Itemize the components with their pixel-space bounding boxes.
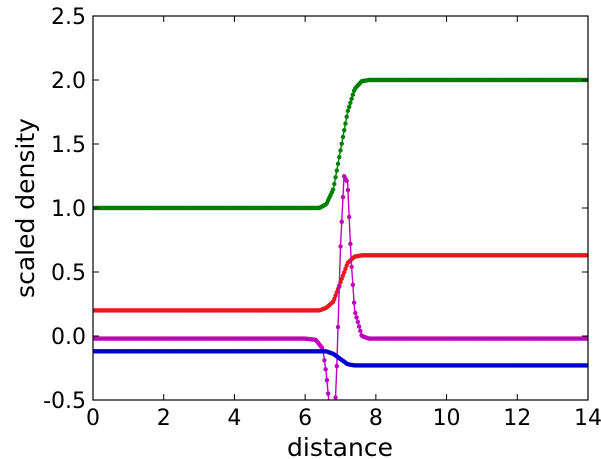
series-point — [338, 244, 343, 249]
series-point — [349, 96, 354, 101]
series-point — [332, 427, 336, 431]
x-tick-label: 10 — [433, 406, 461, 431]
series-point — [330, 187, 336, 192]
series-point — [350, 92, 356, 97]
plot-frame — [92, 15, 589, 401]
x-tick-label: 12 — [503, 406, 531, 431]
y-axis-label: scaled density — [11, 118, 40, 298]
series-point — [345, 187, 351, 193]
y-tick-label: 0.0 — [51, 325, 86, 350]
y-tick-label: 2.0 — [51, 69, 86, 94]
series-point — [353, 310, 358, 316]
series-point — [340, 134, 346, 140]
series-point — [328, 418, 332, 422]
series-2 — [93, 173, 588, 431]
series-point — [348, 100, 353, 105]
series-point — [339, 141, 344, 146]
series-point — [348, 241, 353, 247]
y-tick-label: -0.5 — [43, 389, 86, 414]
series-point — [338, 148, 343, 153]
series-point — [350, 282, 356, 287]
series-point — [344, 114, 349, 120]
ticks-layer: 0 2 4 6 8 10 12 14 -0.5 0.0 0.5 1.0 1.5 2.0 2.5 — [43, 5, 601, 431]
series-point — [343, 266, 348, 271]
series-point — [349, 264, 354, 270]
x-tick-label: 6 — [298, 406, 312, 431]
x-tick-label: 0 — [86, 406, 100, 431]
series-point — [340, 273, 346, 278]
series-point — [334, 290, 339, 295]
series-point — [358, 328, 363, 334]
series-point — [335, 161, 341, 167]
x-axis-label: distance — [287, 433, 393, 459]
series-point — [337, 154, 342, 160]
series-point — [351, 300, 357, 305]
y-tick-label: 1.0 — [51, 197, 86, 222]
series-point — [332, 181, 337, 187]
series-point — [342, 269, 347, 275]
x-tick-label: 4 — [227, 406, 241, 431]
series-point — [327, 405, 331, 409]
series-point — [339, 276, 344, 282]
series-point — [346, 214, 352, 220]
series-point — [325, 391, 331, 396]
series-point — [343, 121, 348, 126]
series-point — [333, 395, 338, 400]
x-tick-label: 8 — [369, 406, 383, 431]
x-tick-label: 2 — [157, 406, 171, 431]
series-0 — [93, 77, 588, 211]
series-point — [334, 168, 339, 173]
series-point — [332, 296, 337, 302]
series-point — [355, 319, 361, 325]
y-tick-label: 0.5 — [51, 261, 86, 286]
series-point — [324, 377, 330, 383]
series-point — [334, 363, 339, 369]
y-tick-label: 2.5 — [51, 5, 86, 30]
series-point — [345, 108, 351, 114]
series-point — [335, 324, 341, 330]
series-point — [356, 324, 362, 329]
series-point — [323, 367, 328, 372]
series-3 — [93, 349, 588, 368]
series-point — [340, 194, 346, 200]
y-tick-label: 1.5 — [51, 133, 86, 158]
series-point — [337, 284, 342, 289]
series-point — [344, 178, 349, 183]
series-point — [339, 219, 344, 224]
series-point — [319, 345, 325, 350]
series-point — [322, 358, 327, 363]
series-point — [354, 315, 359, 320]
series-layer — [93, 77, 588, 431]
series-point — [333, 293, 338, 298]
series-point — [333, 175, 338, 180]
series-point — [342, 128, 347, 133]
x-tick-label: 14 — [574, 406, 601, 431]
series-1 — [93, 253, 588, 313]
series-point — [346, 104, 352, 110]
